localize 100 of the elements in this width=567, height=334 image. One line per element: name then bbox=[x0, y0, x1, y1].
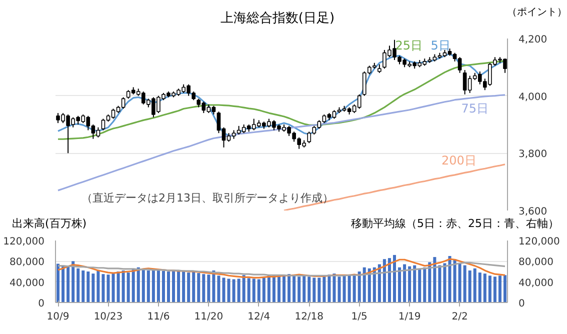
bar bbox=[252, 278, 256, 302]
bar bbox=[222, 278, 226, 302]
bar bbox=[322, 276, 326, 302]
bar bbox=[242, 275, 246, 302]
bar bbox=[126, 272, 130, 302]
bar bbox=[116, 272, 120, 302]
bar bbox=[453, 259, 456, 302]
bar bbox=[428, 262, 432, 302]
bar bbox=[312, 278, 316, 302]
bar bbox=[302, 276, 306, 302]
x-tick-label: 11/20 bbox=[194, 312, 224, 322]
bar bbox=[328, 274, 331, 302]
bar bbox=[503, 275, 506, 302]
bar bbox=[122, 270, 125, 302]
y-axis-title: （ポイント） bbox=[507, 6, 567, 20]
bar bbox=[318, 278, 321, 302]
bar bbox=[438, 265, 442, 302]
bar bbox=[392, 254, 396, 302]
x-tick-label: 12/4 bbox=[248, 312, 270, 322]
bar bbox=[192, 272, 196, 302]
bar bbox=[197, 273, 200, 302]
x-tick-label: 10/9 bbox=[46, 312, 70, 322]
x-tick-label: 1/5 bbox=[351, 312, 368, 322]
bar bbox=[102, 274, 105, 302]
bar bbox=[342, 276, 346, 302]
line-series bbox=[57, 94, 506, 192]
bar bbox=[443, 263, 446, 302]
line-series bbox=[57, 258, 506, 278]
bar bbox=[227, 278, 230, 302]
bar bbox=[277, 276, 280, 302]
bar bbox=[112, 274, 115, 302]
bar bbox=[308, 276, 311, 302]
bar bbox=[382, 259, 386, 302]
bar bbox=[146, 270, 150, 302]
bar bbox=[403, 264, 406, 302]
bar bbox=[458, 263, 462, 302]
bar bbox=[82, 270, 85, 302]
annotation: （直近データは2月13日、取引所データより作成） bbox=[82, 192, 334, 204]
bar bbox=[358, 272, 361, 302]
bar bbox=[92, 274, 95, 302]
bar bbox=[262, 278, 266, 302]
y-tick-label: 3,600 bbox=[518, 206, 548, 218]
chart-title: 上海総合指数(日足) bbox=[219, 10, 336, 28]
bar bbox=[56, 264, 60, 302]
bar bbox=[106, 274, 110, 302]
series-label: 5日 bbox=[430, 38, 450, 52]
bar bbox=[177, 272, 180, 302]
y-tick-label: 120,000 bbox=[3, 236, 45, 248]
bar bbox=[172, 270, 176, 302]
bar bbox=[388, 258, 391, 302]
x-tick-label: 11/6 bbox=[147, 312, 170, 322]
y-tick-label: 80,000 bbox=[10, 257, 45, 268]
bar bbox=[232, 279, 236, 302]
bar bbox=[288, 274, 291, 302]
text: 25日 bbox=[395, 38, 423, 52]
bar bbox=[237, 278, 240, 302]
bar bbox=[257, 279, 260, 302]
bar bbox=[398, 267, 402, 302]
bar bbox=[348, 276, 351, 302]
bar bbox=[478, 272, 482, 302]
bar bbox=[352, 274, 356, 302]
bar bbox=[96, 270, 100, 302]
series-label: 75日 bbox=[461, 102, 488, 116]
bar bbox=[468, 270, 472, 302]
bar bbox=[408, 266, 412, 302]
bar bbox=[217, 276, 220, 302]
x-tick-label: 10/23 bbox=[94, 312, 123, 322]
bar bbox=[418, 268, 422, 302]
x-tick-label: 2/2 bbox=[452, 312, 468, 322]
bar bbox=[463, 265, 466, 302]
y-axis-title: 出来高(百万株) bbox=[12, 216, 87, 232]
bar bbox=[182, 272, 186, 302]
y-tick-label: 0 bbox=[38, 298, 45, 310]
bar bbox=[433, 257, 436, 302]
bar bbox=[62, 265, 65, 302]
bar bbox=[498, 276, 502, 302]
bar bbox=[86, 272, 90, 302]
bar bbox=[298, 276, 301, 302]
bar bbox=[156, 270, 160, 302]
y-tick-label: 3,800 bbox=[518, 149, 548, 160]
bar bbox=[493, 276, 496, 302]
bar bbox=[292, 276, 296, 302]
y-tick-label: 4,000 bbox=[518, 92, 548, 103]
bar bbox=[483, 274, 486, 302]
bar bbox=[152, 268, 155, 302]
bar bbox=[142, 270, 145, 302]
bar bbox=[72, 261, 75, 302]
x-tick-label: 1/19 bbox=[398, 312, 421, 322]
bar bbox=[66, 266, 70, 302]
bar bbox=[202, 274, 206, 302]
y-tick-label: 40,000 bbox=[10, 278, 45, 289]
bar bbox=[272, 276, 276, 302]
bar bbox=[448, 256, 452, 302]
bar bbox=[207, 274, 210, 302]
bar bbox=[166, 272, 170, 302]
bar bbox=[473, 268, 476, 302]
bar bbox=[162, 270, 165, 302]
bar bbox=[136, 267, 140, 302]
text: 移動平均線（5日：赤、25日：青、右軸） bbox=[351, 216, 559, 232]
bar bbox=[338, 276, 341, 302]
